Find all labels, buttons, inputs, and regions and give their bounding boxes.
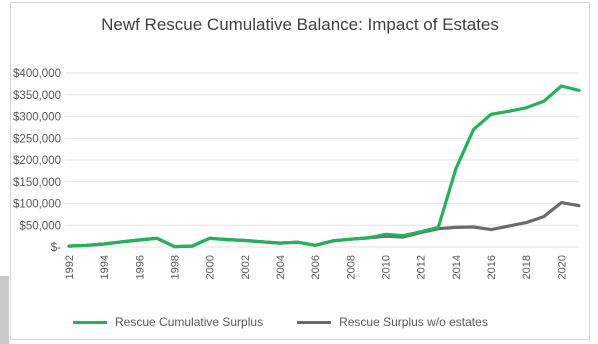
y-tick-label: $- bbox=[51, 242, 61, 254]
x-tick-label: 2010 bbox=[381, 255, 393, 279]
x-tick-label: 2018 bbox=[521, 255, 533, 279]
y-tick-label: $100,000 bbox=[13, 199, 61, 211]
x-tick-label: 1994 bbox=[99, 255, 111, 279]
x-axis-ticks: 1992 1994 1996 1998 2000 2002 2004 2006 2008 2010… bbox=[64, 255, 568, 279]
chart-container: Newf Rescue Cumulative Balance: Impact o… bbox=[10, 2, 590, 340]
x-tick-label: 1998 bbox=[170, 255, 182, 279]
x-tick-label: 2020 bbox=[556, 255, 568, 279]
line-chart: $- $50,000 $100,000 $150,000 $200,000 $250,00… bbox=[13, 68, 581, 279]
y-tick-label: $300,000 bbox=[13, 112, 61, 124]
x-tick-label: 1996 bbox=[134, 255, 146, 279]
series-lines bbox=[67, 84, 581, 249]
x-tick-label: 2004 bbox=[275, 255, 287, 279]
y-tick-label: $150,000 bbox=[13, 177, 61, 189]
y-tick-label: $350,000 bbox=[13, 90, 61, 102]
left-edge-strip bbox=[0, 276, 9, 344]
x-tick-label: 2000 bbox=[205, 255, 217, 279]
x-tick-label: 2002 bbox=[240, 255, 252, 279]
x-tick-label: 2006 bbox=[310, 255, 322, 279]
y-tick-label: $250,000 bbox=[13, 133, 61, 145]
legend-label: Rescue Surplus w/o estates bbox=[339, 315, 488, 329]
legend-label: Rescue Cumulative Surplus bbox=[115, 315, 264, 329]
y-tick-label: $200,000 bbox=[13, 155, 61, 167]
legend-swatch-gray bbox=[297, 320, 332, 324]
series-line-cumulative-surplus bbox=[67, 84, 581, 249]
legend-item-surplus: Rescue Cumulative Surplus bbox=[73, 315, 263, 329]
y-tick-label: $400,000 bbox=[13, 68, 61, 80]
legend-swatch-green bbox=[73, 320, 107, 324]
gridlines bbox=[65, 72, 579, 248]
legend-item-without-estates: Rescue Surplus w/o estates bbox=[297, 315, 488, 329]
x-tick-label: 2016 bbox=[486, 255, 498, 279]
x-tick-label: 2012 bbox=[416, 255, 428, 279]
chart-title: Newf Rescue Cumulative Balance: Impact o… bbox=[101, 15, 499, 34]
y-tick-label: $50,000 bbox=[19, 220, 61, 232]
legend: Rescue Cumulative Surplus Rescue Surplus… bbox=[73, 315, 522, 329]
y-axis-ticks: $- $50,000 $100,000 $150,000 $200,000 $250,00… bbox=[13, 68, 61, 254]
x-tick-label: 2014 bbox=[451, 255, 463, 279]
x-tick-label: 2008 bbox=[345, 255, 357, 279]
x-tick-label: 1992 bbox=[64, 255, 76, 279]
